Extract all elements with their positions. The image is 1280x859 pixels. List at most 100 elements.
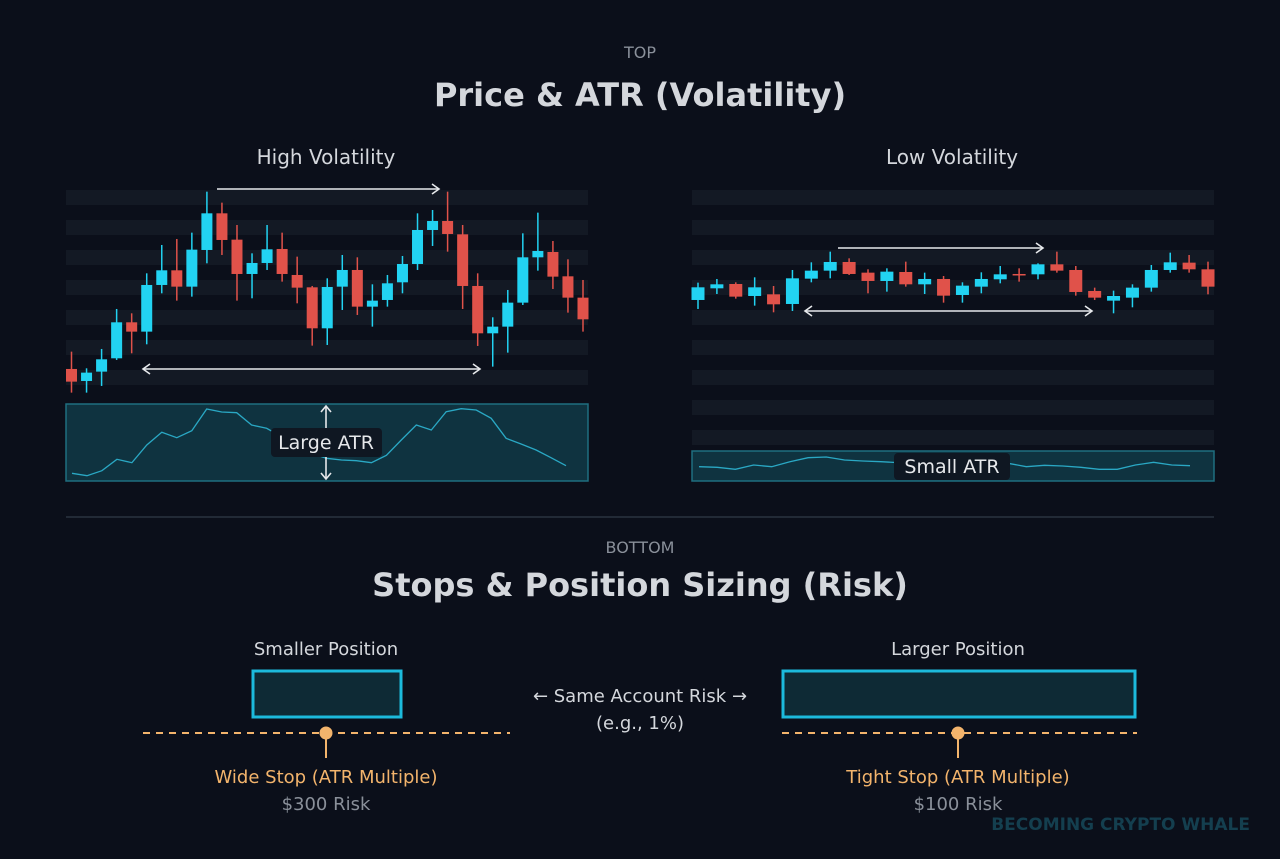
bullish-candle: [427, 209, 439, 246]
candle-body: [487, 326, 499, 334]
candle-body: [1012, 273, 1026, 276]
candle-body: [767, 294, 781, 305]
right-top-arrow-icon: [838, 242, 1045, 254]
candle-body: [457, 234, 469, 286]
candle-body: [1050, 264, 1064, 271]
large-atr-label: Large ATR: [278, 432, 374, 454]
smaller-position-label: Smaller Position: [254, 639, 398, 660]
grid-band: [66, 220, 588, 235]
candle-body: [710, 284, 724, 289]
bullish-candle: [321, 278, 333, 345]
wide-stop-dot: [319, 726, 333, 740]
candle-body: [306, 287, 318, 329]
grid-band: [66, 370, 588, 385]
bearish-candle: [231, 224, 243, 301]
tight-stop-risk: $100 Risk: [914, 794, 1003, 815]
candle-body: [823, 261, 837, 271]
bullish-candle: [336, 254, 348, 310]
candle-body: [336, 269, 348, 287]
candle-body: [442, 220, 454, 234]
bearish-candle: [472, 273, 484, 346]
left-candlestick-chart: [66, 191, 589, 393]
bullish-candle: [502, 289, 514, 353]
candle-body: [231, 239, 243, 274]
bullish-candle: [880, 268, 894, 292]
bullish-candle: [111, 308, 123, 360]
watermark-logo: BECOMING CRYPTO WHALE: [991, 815, 1250, 835]
bearish-candle: [767, 285, 781, 313]
grid-band: [692, 190, 1214, 205]
left-top-arrow-icon: [217, 183, 441, 195]
smaller-position-box: [251, 669, 403, 719]
bearish-candle: [442, 191, 454, 252]
candle-body: [96, 359, 108, 372]
candle-body: [955, 285, 969, 295]
right-candlestick-chart: [691, 251, 1215, 314]
bearish-candle: [126, 313, 138, 354]
right-chart-grid: [692, 190, 1214, 445]
grid-band: [66, 340, 588, 355]
candle-body: [66, 368, 77, 382]
candle-body: [1125, 287, 1139, 298]
grid-band: [692, 340, 1214, 355]
candle-body: [1163, 262, 1177, 270]
bullish-candle: [918, 272, 932, 294]
candle-body: [216, 213, 228, 240]
section-label-top: TOP: [623, 43, 656, 62]
candle-body: [472, 285, 484, 334]
candle-body: [156, 270, 168, 285]
bullish-candle: [691, 282, 705, 309]
candle-body: [993, 274, 1007, 280]
bearish-candle: [1088, 287, 1102, 300]
candle-body: [532, 250, 544, 258]
bearish-candle: [1201, 261, 1215, 295]
candle-body: [937, 278, 951, 296]
bullish-candle: [1031, 263, 1045, 280]
candle-body: [562, 276, 574, 298]
candle-body: [396, 263, 408, 283]
larger-position-label: Larger Position: [891, 639, 1025, 660]
grid-band: [692, 250, 1214, 265]
bullish-candle: [381, 274, 393, 307]
candle-body: [366, 300, 378, 307]
candle-body: [1031, 264, 1045, 275]
candle-body: [81, 372, 93, 381]
tight-stop-label: Tight Stop (ATR Multiple): [845, 767, 1069, 788]
grid-band: [692, 400, 1214, 415]
wide-stop-label: Wide Stop (ATR Multiple): [215, 767, 438, 788]
candle-body: [291, 274, 303, 288]
candle-body: [351, 269, 363, 307]
bearish-candle: [291, 256, 303, 304]
bullish-candle: [804, 262, 818, 283]
left-chart-label: High Volatility: [257, 145, 396, 169]
candle-body: [861, 272, 875, 281]
candle-body: [276, 248, 288, 274]
section-label-bottom: BOTTOM: [606, 538, 675, 557]
candle-body: [502, 302, 514, 327]
bullish-candle: [1144, 264, 1158, 292]
candle-body: [186, 249, 198, 287]
candle-body: [141, 284, 153, 332]
bearish-candle: [306, 285, 318, 346]
bearish-candle: [547, 240, 559, 289]
bullish-candle: [366, 284, 378, 327]
bearish-candle: [66, 351, 77, 393]
bullish-candle: [748, 277, 762, 306]
bearish-candle: [351, 257, 363, 315]
tight-stop-dot: [951, 726, 965, 740]
bullish-candle: [396, 255, 408, 294]
candle-body: [1144, 269, 1158, 288]
bearish-candle: [171, 238, 183, 301]
candle-body: [974, 278, 988, 287]
bullish-candle: [993, 265, 1007, 284]
small-atr-badge: [894, 453, 1010, 480]
bullish-candle: [955, 282, 969, 303]
bullish-candle: [141, 273, 153, 345]
range-arrows: [141, 183, 1094, 375]
bullish-candle: [1125, 284, 1139, 308]
candle-body: [201, 213, 213, 250]
bullish-candle: [974, 272, 988, 294]
bottom-title: Stops & Position Sizing (Risk): [372, 566, 908, 604]
wide-stop-risk: $300 Risk: [282, 794, 371, 815]
bullish-candle: [1163, 252, 1177, 273]
